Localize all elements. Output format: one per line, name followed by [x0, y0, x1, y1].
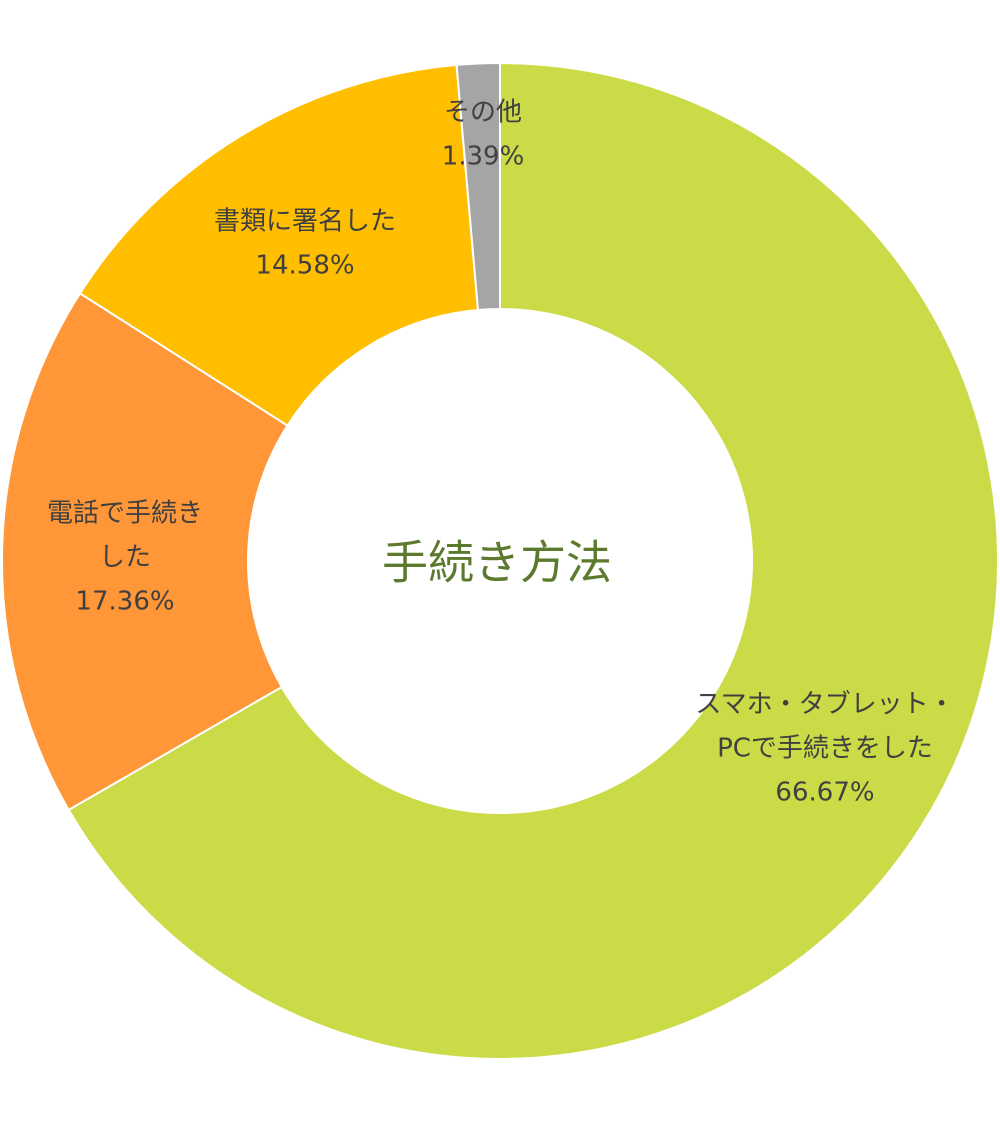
chart-title: 手続き方法	[382, 536, 612, 590]
slice-label: PCで手続きをした	[717, 734, 933, 764]
donut-slice	[78, 63, 480, 427]
donut-slice	[67, 61, 999, 1060]
value-label: 17.36%	[75, 587, 174, 617]
slice-label: 書類に署名した	[214, 207, 396, 237]
slice-label: した	[99, 543, 151, 573]
value-label: 14.58%	[255, 251, 354, 281]
slice-label: スマホ・タブレット・	[695, 690, 954, 720]
donut-slice	[1, 291, 289, 812]
value-label: 66.67%	[775, 778, 874, 808]
slice-label: 電話で手続き	[47, 499, 203, 529]
slice-label: その他	[444, 98, 522, 128]
value-label: 1.39%	[442, 142, 525, 172]
donut-slice	[455, 61, 501, 312]
